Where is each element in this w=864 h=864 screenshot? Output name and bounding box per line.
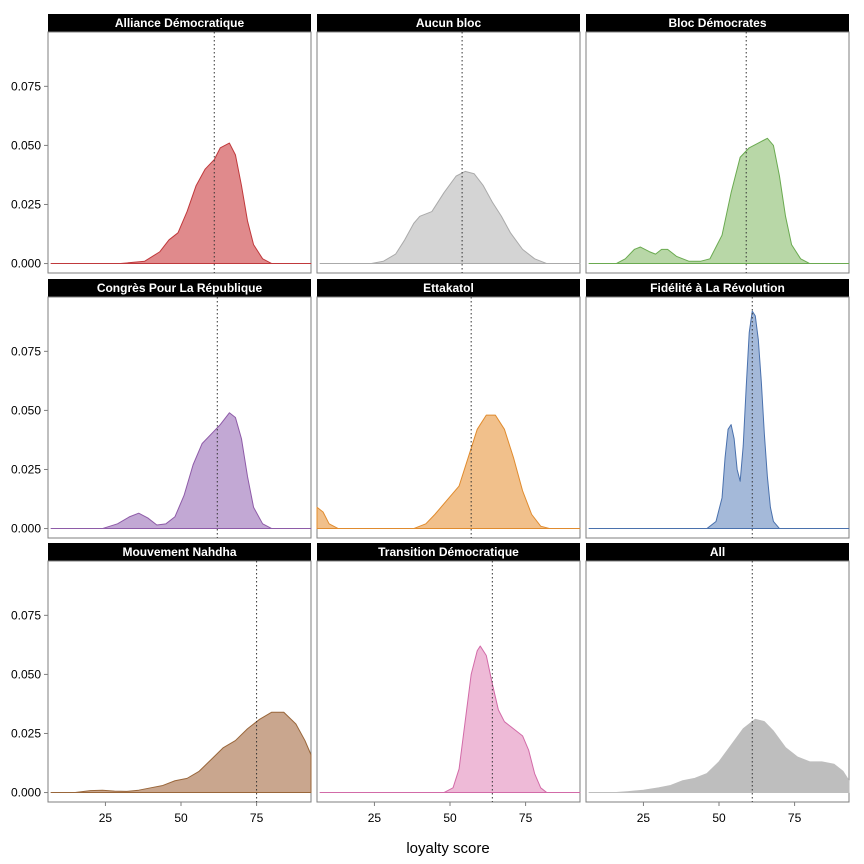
density-area-ettakatol: [316, 414, 581, 530]
panel-frame: [47, 296, 312, 539]
facet-panel-alliance-democratique: Alliance Démocratique: [47, 14, 312, 274]
x-tick-label: 75: [519, 811, 533, 825]
facet-strip-label: All: [710, 545, 725, 559]
facet-panel-transition-democratique: Transition Démocratique: [316, 543, 581, 803]
facet-strip: [48, 14, 311, 32]
x-tick-label: 50: [174, 811, 188, 825]
facet-panel-aucun-bloc: Aucun bloc: [316, 14, 581, 274]
x-tick-label: 75: [788, 811, 802, 825]
panel-frame: [316, 560, 581, 803]
density-area-mouvement-nahdha: [50, 711, 312, 794]
facet-panel-bloc-democrates: Bloc Démocrates: [585, 14, 850, 274]
y-tick-label: 0.000: [11, 257, 41, 271]
facet-strip: [317, 14, 580, 32]
facet-strip: [48, 279, 311, 297]
x-tick-label: 25: [637, 811, 651, 825]
x-tick-label: 50: [443, 811, 457, 825]
facet-strip-label: Ettakatol: [423, 281, 474, 295]
density-area-aucun-bloc: [319, 170, 581, 265]
y-tick-label: 0.050: [11, 138, 41, 152]
y-tick-label: 0.025: [11, 462, 41, 476]
y-tick-label: 0.050: [11, 667, 41, 681]
facet-panel-mouvement-nahdha: Mouvement Nahdha: [47, 543, 312, 803]
panel-frame: [585, 31, 850, 274]
facet-strip-label: Mouvement Nahdha: [122, 545, 236, 559]
panels-layer: Alliance Démocratique Aucun bloc Bloc Démo…: [47, 14, 850, 803]
y-axis-layer: 0.000 0.025 0.050 0.075 0.000 0.025 0.050 0.075…: [11, 79, 48, 800]
density-area-congres-pour-la-republique: [50, 412, 312, 530]
x-tick-label: 25: [368, 811, 382, 825]
facet-strip: [586, 14, 849, 32]
x-tick-label: 25: [99, 811, 113, 825]
x-tick-label: 75: [250, 811, 264, 825]
facet-strip-label: Alliance Démocratique: [115, 16, 245, 30]
facet-strip: [317, 279, 580, 297]
facet-panel-congres-pour-la-republique: Congrès Pour La République: [47, 279, 312, 539]
facet-panel-ettakatol: Ettakatol: [316, 279, 581, 539]
x-tick-label: 50: [712, 811, 726, 825]
facet-strip: [586, 279, 849, 297]
y-tick-label: 0.000: [11, 522, 41, 536]
facet-strip: [586, 543, 849, 561]
y-tick-label: 0.025: [11, 726, 41, 740]
y-tick-label: 0.000: [11, 786, 41, 800]
y-tick-label: 0.075: [11, 79, 41, 93]
density-area-bloc-democrates: [588, 137, 850, 265]
facet-strip-label: Fidélité à La Révolution: [650, 281, 785, 295]
y-tick-label: 0.025: [11, 197, 41, 211]
facet-strip-label: Bloc Démocrates: [668, 16, 766, 30]
facet-panel-fidelite-a-la-revolution: Fidélité à La Révolution: [585, 279, 850, 539]
x-axis-title: loyalty score: [406, 840, 489, 857]
density-area-all: [588, 718, 850, 794]
y-tick-label: 0.075: [11, 344, 41, 358]
density-area-fidelite-a-la-revolution: [588, 310, 850, 530]
facet-strip-label: Congrès Pour La République: [97, 281, 263, 295]
facet-strip: [48, 543, 311, 561]
facet-strip: [317, 543, 580, 561]
facet-panel-all: All: [585, 543, 850, 803]
facet-strip-label: Aucun bloc: [416, 16, 482, 30]
facet-strip-label: Transition Démocratique: [378, 545, 519, 559]
x-axis-layer: 25 50 75 25 50 75 25 50 75: [99, 802, 802, 825]
density-area-alliance-democratique: [50, 142, 312, 265]
y-tick-label: 0.050: [11, 403, 41, 417]
panel-frame: [585, 296, 850, 539]
density-area-transition-democratique: [319, 645, 581, 794]
y-tick-label: 0.075: [11, 608, 41, 622]
